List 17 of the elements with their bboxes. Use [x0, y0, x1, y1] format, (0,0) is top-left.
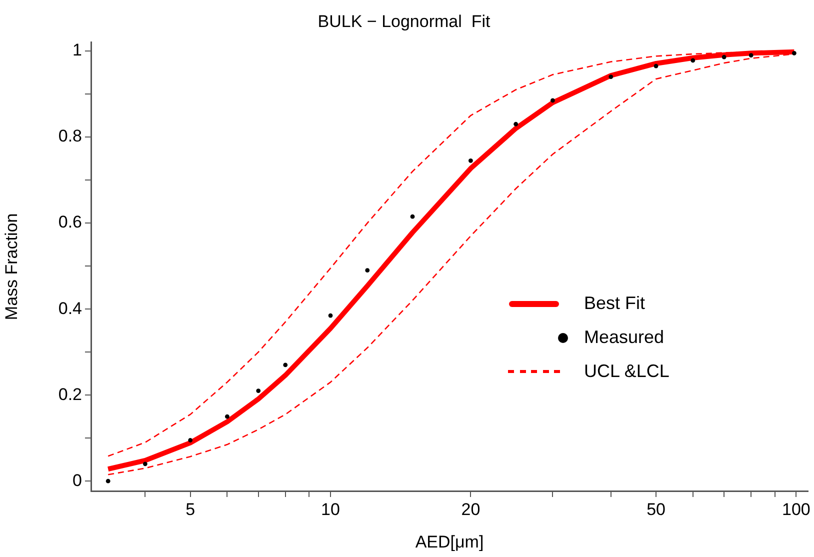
y-tick-label: 0 — [72, 470, 82, 490]
y-tick-label: 1 — [72, 40, 82, 60]
x-tick-label: 100 — [782, 500, 810, 519]
x-tick-label: 50 — [646, 500, 666, 519]
x-tick-label: 20 — [461, 500, 480, 519]
y-tick-label: 0.2 — [58, 384, 82, 404]
legend-label: Best Fit — [584, 293, 646, 314]
x-axis-title: AED[μm] — [415, 532, 484, 552]
x-tick-label: 5 — [186, 500, 196, 519]
y-tick-label: 0.8 — [58, 126, 82, 146]
legend-label: UCL &LCL — [584, 361, 670, 382]
y-axis-title: Mass Fraction — [2, 213, 21, 320]
chart-title: BULK − Lognormal Fit — [318, 12, 490, 31]
y-tick-label: 0.6 — [58, 212, 82, 232]
legend-label: Measured — [584, 327, 664, 348]
y-tick-label: 0.4 — [58, 298, 82, 318]
x-tick-label: 10 — [321, 500, 340, 519]
